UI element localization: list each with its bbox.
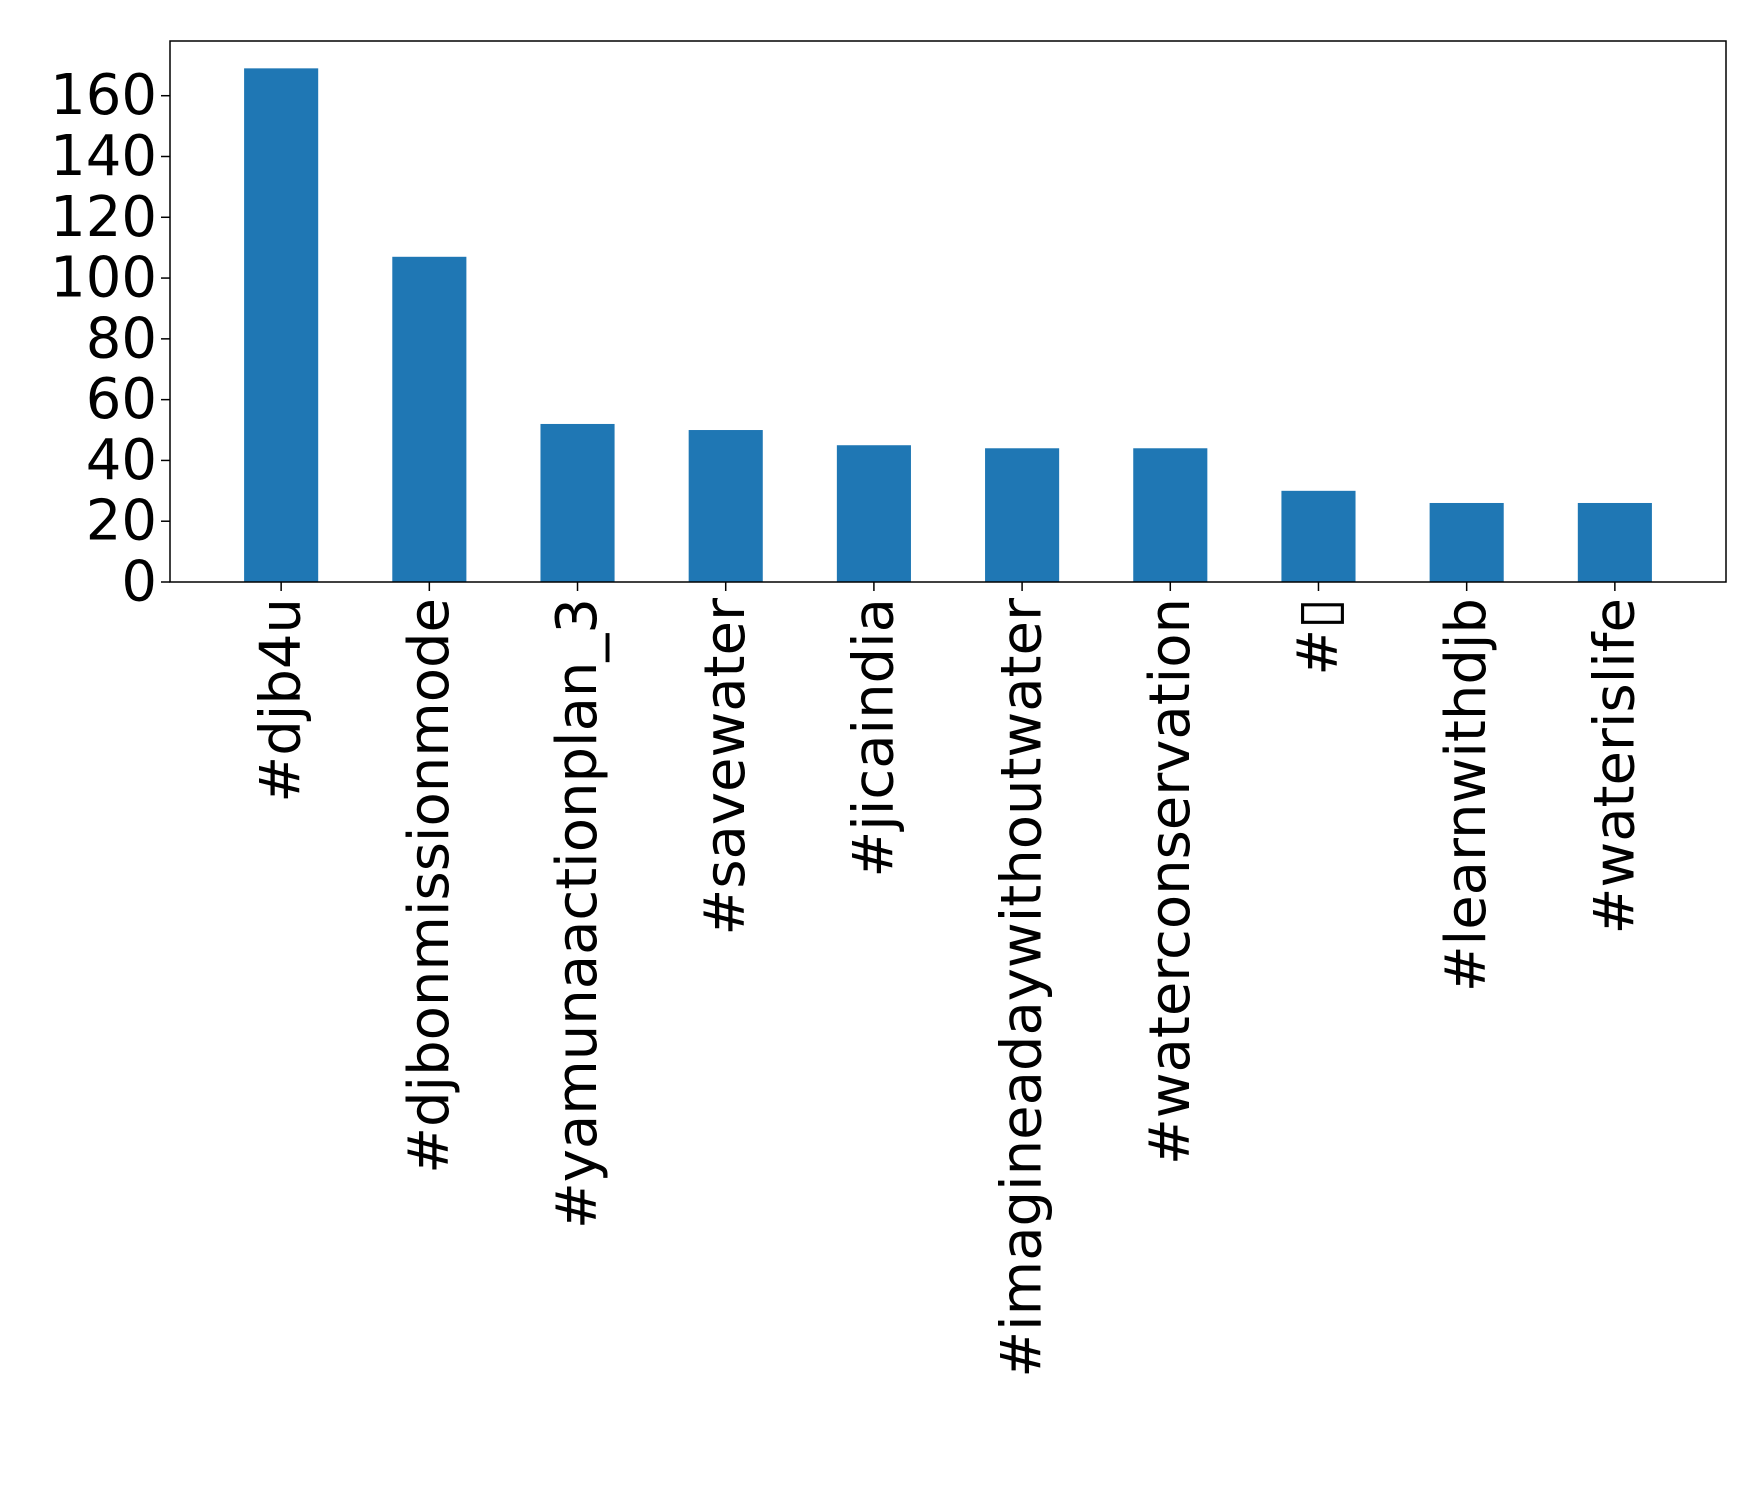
x-tick-label: #waterislife (1582, 598, 1647, 935)
bar-4 (836, 445, 911, 582)
bar-8 (1429, 502, 1504, 582)
bar-0 (244, 68, 319, 583)
x-tick-label: #djbonmissionmode (397, 598, 462, 1174)
bar-9 (1577, 502, 1652, 582)
x-tick-label: #▯ (1286, 598, 1351, 676)
x-axis: #djb4u #djbonmissionmode #yamunaactionplan… (249, 582, 1647, 1378)
y-tick-label: 120 (50, 185, 157, 250)
y-tick-label: 160 (50, 63, 157, 128)
y-tick-label: 100 (50, 246, 157, 311)
bar-6 (1133, 448, 1208, 582)
y-tick-label: 60 (86, 367, 157, 432)
bar-7 (1281, 490, 1356, 582)
plot-area-frame (169, 40, 1727, 583)
x-tick-label: #learnwithdjb (1434, 598, 1499, 992)
x-tick-label: #djb4u (249, 598, 314, 803)
y-tick-label: 20 (86, 489, 157, 554)
y-tick-label: 140 (50, 124, 157, 189)
y-tick-label: 40 (86, 428, 157, 493)
x-tick-label: #jicaindia (841, 598, 906, 878)
x-tick-label: #imagineadaywithoutwater (990, 597, 1055, 1378)
bar-5 (985, 448, 1060, 582)
bar-2 (540, 423, 615, 582)
y-tick-label: 0 (121, 550, 157, 615)
bar-1 (392, 256, 467, 582)
x-tick-label: #waterconservation (1138, 598, 1203, 1165)
x-tick-label: #yamunaactionplan_3 (545, 598, 610, 1229)
bar-3 (688, 430, 763, 582)
x-tick-label: #savewater (693, 597, 758, 936)
y-tick-label: 80 (86, 306, 157, 371)
bars-layer (244, 68, 1652, 583)
